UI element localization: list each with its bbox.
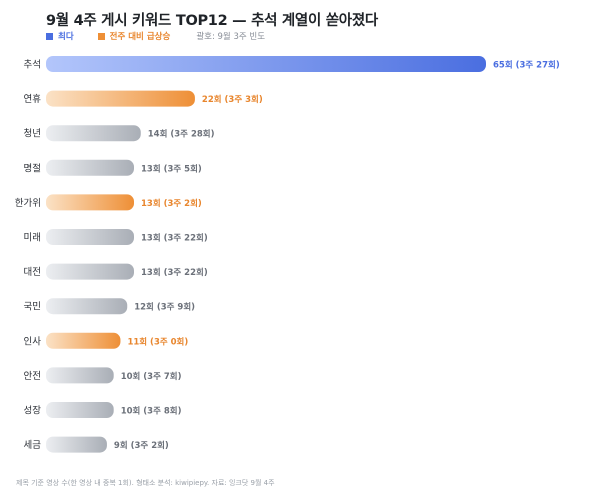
bar-대전: [46, 263, 134, 280]
value-label: 11회 (3주 0회): [127, 336, 188, 347]
bar-명절: [46, 159, 134, 176]
value-label: 10회 (3주 7회): [121, 371, 182, 382]
chart-title: 9월 4주 게시 키워드 TOP12 — 추석 계열이 쏟아졌다: [46, 13, 378, 29]
bar-연휴: [46, 90, 195, 107]
value-label: 13회 (3주 2회): [141, 198, 202, 209]
category-label: 한가위: [15, 197, 41, 209]
bar-안전: [46, 367, 114, 384]
bar-청년: [46, 125, 141, 142]
category-label: 세금: [24, 440, 42, 451]
category-label: 안전: [24, 371, 41, 382]
category-label: 인사: [24, 336, 42, 347]
value-label: 13회 (3주 5회): [141, 163, 202, 174]
category-label: 연휴: [24, 94, 42, 105]
category-label: 국민: [24, 302, 41, 313]
value-label: 9회 (3주 2회): [114, 440, 169, 451]
bar-미래: [46, 229, 134, 245]
category-label: 추석: [24, 60, 41, 71]
legend-label-surge: 전주 대비 급상승: [109, 32, 171, 42]
value-label: 65회 (3주 27회): [493, 60, 560, 71]
legend-swatch-max: [46, 32, 53, 40]
bar-성장: [46, 402, 114, 418]
bar-인사: [46, 332, 121, 349]
value-label: 22회 (3주 3회): [202, 94, 263, 105]
legend-item-surge: 전주 대비 급상승: [97, 30, 171, 42]
legend-item-max: 최다: [46, 30, 74, 42]
category-label: 미래: [24, 233, 41, 244]
bar-한가위: [46, 194, 134, 211]
bar-국민: [46, 298, 128, 315]
category-label: 청년: [24, 129, 41, 140]
legend-note: 괄호: 9월 3주 빈도: [196, 32, 266, 42]
category-label: 성장: [24, 406, 42, 417]
legend-swatch-surge: [97, 32, 105, 40]
legend: 최다 전주 대비 급상승 괄호: 9월 3주 빈도: [46, 30, 265, 42]
bar-세금: [46, 436, 107, 453]
legend-label-max: 최다: [58, 32, 74, 42]
value-label: 13회 (3주 22회): [141, 267, 208, 278]
category-label: 명절: [24, 162, 41, 174]
value-label: 10회 (3주 8회): [121, 406, 182, 417]
bar-추석: [46, 56, 486, 72]
footer-note: 제목 기준 영상 수(한 영상 내 중복 1회). 형태소 분석: kiwipi…: [16, 479, 275, 487]
value-label: 13회 (3주 22회): [141, 233, 208, 244]
value-label: 14회 (3주 28회): [148, 129, 215, 140]
value-label: 12회 (3주 9회): [134, 302, 195, 313]
category-label: 대전: [24, 267, 41, 278]
